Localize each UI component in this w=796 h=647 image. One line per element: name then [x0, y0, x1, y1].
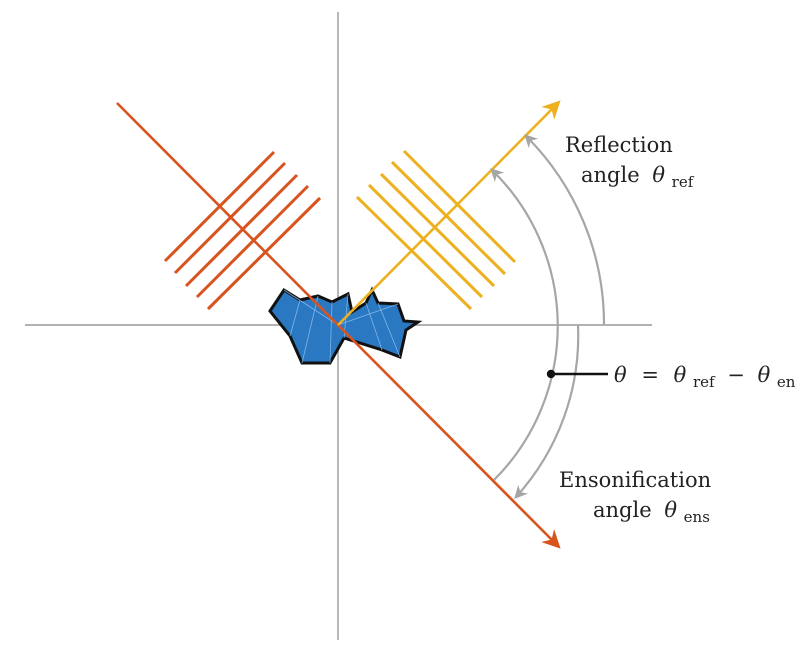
- ensonification-label-line2: angle θ ens: [593, 498, 710, 526]
- ensonification-wavefront: [184, 173, 299, 288]
- ensonification-label-word: angle: [593, 498, 652, 522]
- reflection-wavefront: [390, 160, 507, 276]
- equation-term2-symbol: θ: [758, 363, 771, 387]
- reflection-wavefronts: [355, 149, 517, 311]
- ensonification-wavefront: [206, 196, 322, 311]
- target-object-shape: [268, 286, 423, 365]
- reflection-theta-symbol: θ: [652, 163, 665, 187]
- reflection-theta-subscript: ref: [672, 173, 695, 191]
- equation-lhs: θ: [614, 363, 627, 387]
- reflection-angle-arc: [524, 134, 606, 326]
- reflection-wavefront: [355, 195, 473, 311]
- ensonification-theta-subscript: ens: [684, 508, 710, 526]
- ensonification-angle-arc: [514, 324, 580, 499]
- reflection-ray: [337, 100, 561, 326]
- reflection-wavefront: [379, 172, 496, 288]
- target-object: [268, 286, 423, 365]
- ensonification-label-line1: Ensonification: [559, 468, 711, 492]
- equation-term1-symbol: θ: [674, 363, 687, 387]
- reflection-label-line1: Reflection: [565, 133, 673, 157]
- equation-equals: =: [641, 363, 659, 387]
- difference-angle-arc: [490, 168, 559, 481]
- reflection-wavefront: [367, 183, 484, 299]
- ensonification-theta-symbol: θ: [664, 498, 677, 522]
- angle-equation: θ = θ ref − θ ens: [614, 363, 796, 392]
- ensonification-wavefront: [195, 184, 310, 299]
- equation-minus: −: [727, 363, 745, 387]
- equation-term1-subscript: ref: [693, 373, 716, 391]
- reflection-wavefront: [402, 149, 517, 264]
- reflection-label-line2: angle θ ref: [581, 163, 695, 191]
- equation-term2-subscript: ens: [777, 373, 796, 391]
- equation-pointer-dot: [546, 369, 556, 379]
- reflection-label-word: angle: [581, 163, 640, 187]
